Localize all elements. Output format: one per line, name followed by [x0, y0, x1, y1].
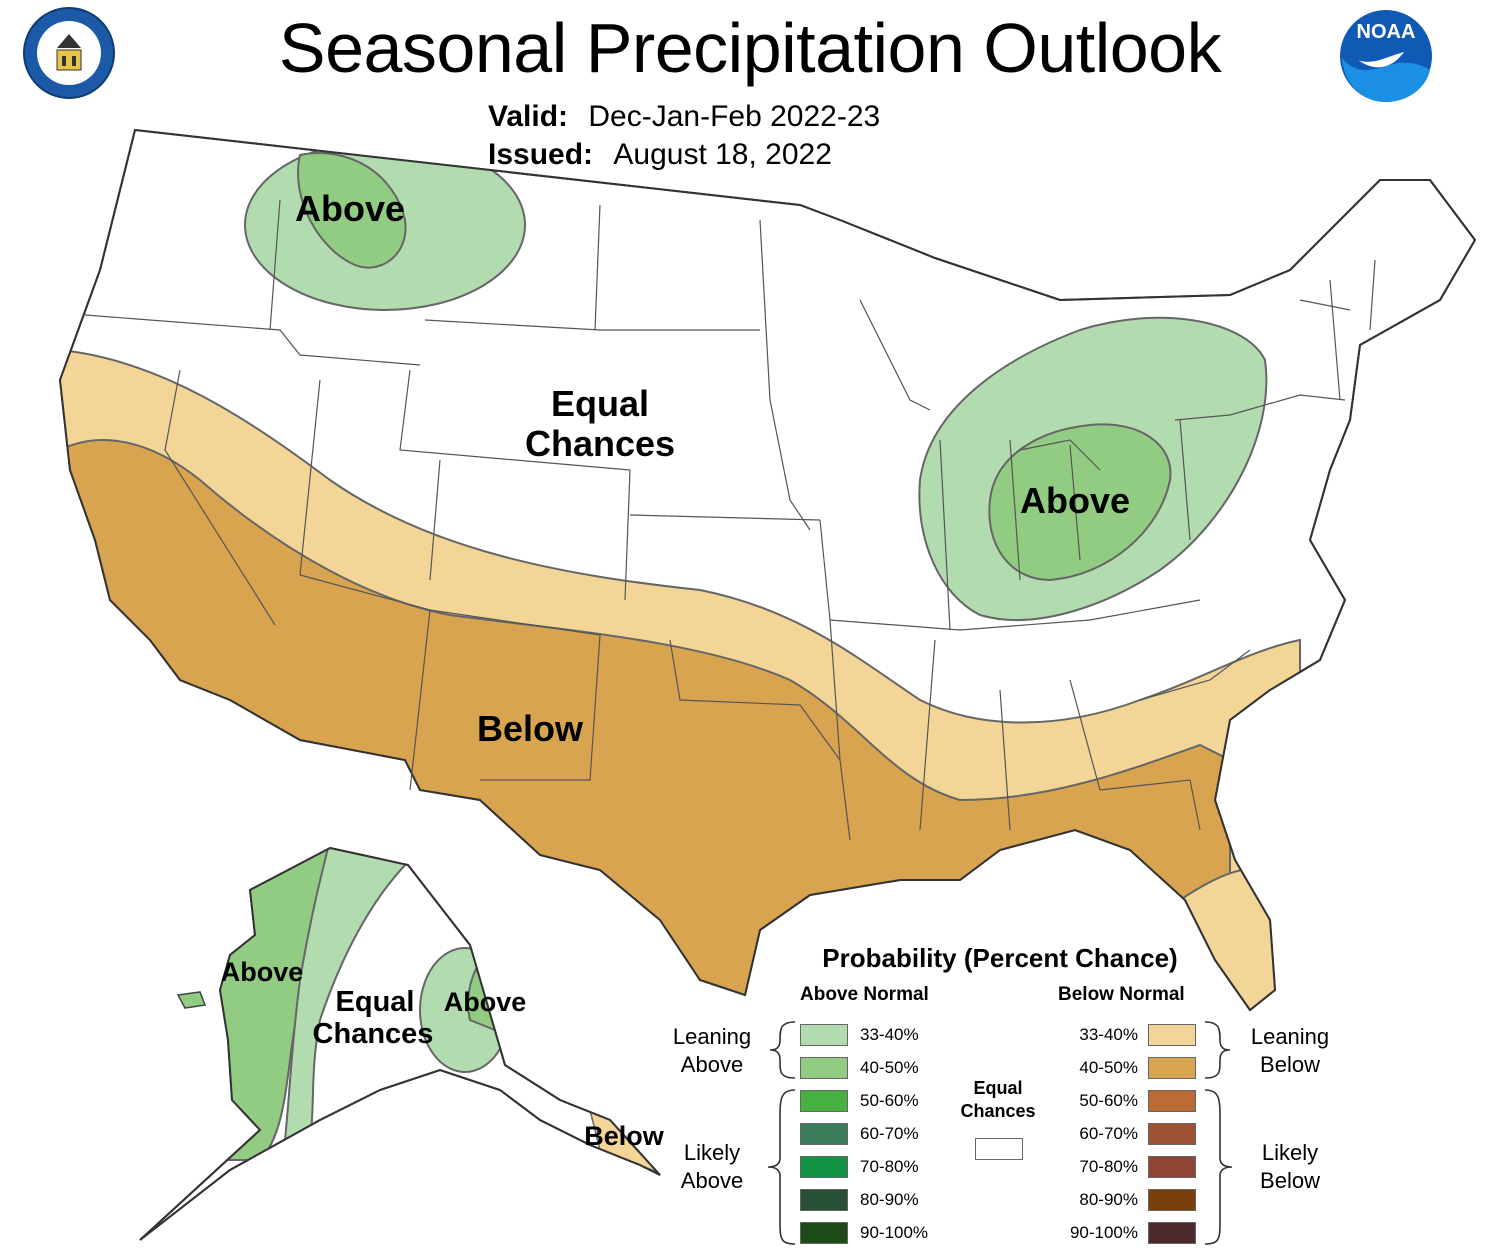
legend-above-label: 70-80% [860, 1157, 919, 1176]
legend-likely-below-line2: Below [1260, 1167, 1320, 1193]
legend-above-swatch [800, 1222, 848, 1244]
region-nw-above-40-50 [297, 152, 407, 269]
label-ak-equal: Equal [335, 986, 415, 1018]
conus [59, 129, 1476, 1011]
legend-likely-below: Likely Below [1230, 1139, 1350, 1194]
label-central-chances: Chances [524, 423, 676, 464]
state-borders [84, 199, 1376, 841]
legend-below-header: Below Normal [1058, 984, 1185, 1005]
legend-below-label: 60-70% [1079, 1124, 1138, 1143]
label-ak-west-above: Above [220, 957, 304, 987]
legend-above-label: 40-50% [860, 1058, 919, 1077]
legend-likely-above-line1: Likely [683, 1140, 741, 1165]
label-south-below: Below [476, 708, 583, 749]
label-ohio-above: Above [1019, 480, 1131, 521]
legend-equal-line1: Equal [973, 1078, 1023, 1098]
legend-above-swatch [800, 1057, 848, 1079]
legend-below-swatch [1148, 1090, 1196, 1112]
legend-below-label: 90-100% [1069, 1223, 1138, 1242]
legend-leaning-above-line2: Above [680, 1051, 744, 1077]
legend-above-swatch [800, 1090, 848, 1112]
legend-below-swatch [1148, 1057, 1196, 1079]
label-ak-east-above: Above [443, 987, 527, 1017]
legend-below-label: 80-90% [1079, 1190, 1138, 1209]
label-nw-above: Above [294, 188, 406, 229]
legend-above-label: 60-70% [860, 1124, 919, 1143]
legend-above-swatch [800, 1189, 848, 1211]
legend-likely-above: Likely Above [652, 1139, 772, 1194]
legend-below-label: 33-40% [1079, 1025, 1138, 1044]
legend-leaning-above-line1: Leaning [672, 1024, 752, 1049]
valid-row: Valid: Dec-Jan-Feb 2022-23 [488, 100, 880, 134]
legend-equal-swatch [975, 1138, 1023, 1160]
legend-above-label: 50-60% [860, 1091, 919, 1110]
noaa-logo-text: NOAA [1357, 21, 1416, 43]
issued-row: Issued: August 18, 2022 [488, 138, 832, 172]
label-ak-chances: Chances [312, 1018, 434, 1050]
legend-leaning-above: Leaning Above [652, 1023, 772, 1078]
legend-likely-above-line2: Above [680, 1167, 744, 1193]
legend-below-label: 70-80% [1079, 1157, 1138, 1176]
legend-above-swatch [800, 1123, 848, 1145]
legend-equal-line2: Chances [960, 1101, 1036, 1122]
noaa-logo-icon: NOAA [1340, 10, 1432, 102]
issued-value: August 18, 2022 [613, 138, 832, 171]
page-title: Seasonal Precipitation Outlook [278, 9, 1222, 87]
legend-title: Probability (Percent Chance) [822, 943, 1178, 973]
legend-above-label: 90-100% [860, 1223, 929, 1242]
issued-label: Issued: [488, 138, 594, 171]
legend-below-swatch [1148, 1123, 1196, 1145]
legend-above-label: 80-90% [860, 1190, 919, 1209]
legend-below-swatch [1148, 1189, 1196, 1211]
legend-below-swatch [1148, 1024, 1196, 1046]
commerce-seal-icon [23, 7, 115, 99]
legend-below-label: 40-50% [1079, 1058, 1138, 1077]
legend-above-swatch [800, 1024, 848, 1046]
legend-below-swatch [1148, 1222, 1196, 1244]
label-ak-se-below: Below [584, 1121, 664, 1151]
label-central-equal: Equal [550, 383, 649, 424]
legend-above-label: 33-40% [860, 1025, 919, 1044]
legend-above-header: Above Normal [800, 984, 929, 1005]
legend-likely-below-line1: Likely [1261, 1140, 1319, 1165]
legend-above-swatch [800, 1156, 848, 1178]
legend-leaning-below-line1: Leaning [1250, 1024, 1330, 1049]
region-ohio-above-40-50 [988, 423, 1172, 582]
legend-below-swatch [1148, 1156, 1196, 1178]
legend-leaning-below: Leaning Below [1230, 1023, 1350, 1078]
valid-value: Dec-Jan-Feb 2022-23 [588, 100, 881, 133]
legend-below-label: 50-60% [1079, 1091, 1138, 1110]
valid-label: Valid: [488, 100, 569, 133]
legend-equal-chances: Equal Chances [943, 1077, 1053, 1124]
legend-leaning-below-line2: Below [1260, 1051, 1320, 1077]
